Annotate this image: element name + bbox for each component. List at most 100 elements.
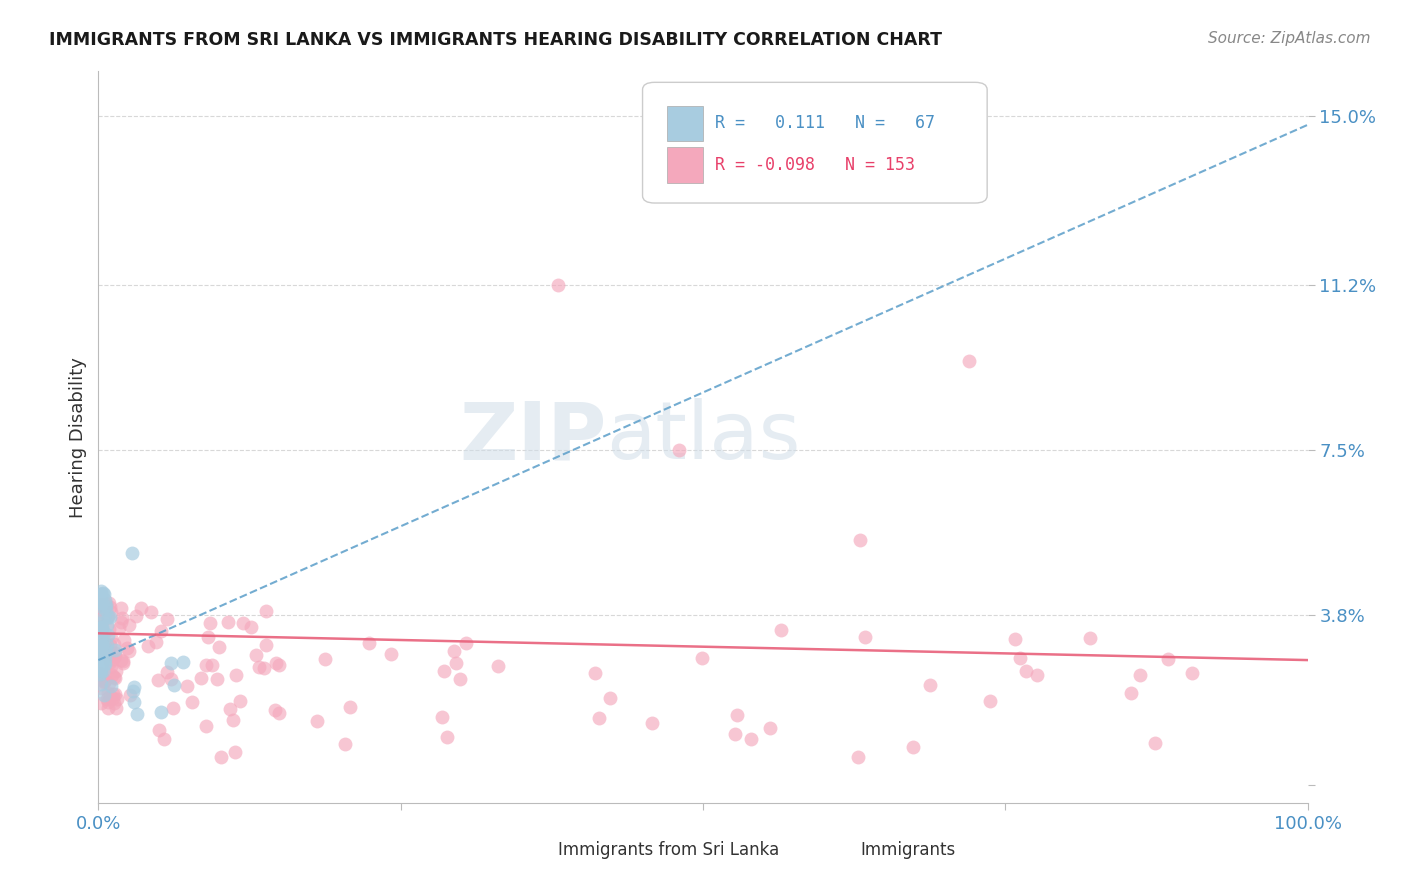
Point (100, 631, 122, 645)
Point (208, 640, 231, 655)
Point (104, 649, 127, 664)
Point (104, 671, 127, 685)
Point (245, 648, 267, 662)
Point (98, 638, 121, 652)
Point (93, 657, 115, 671)
Point (180, 695, 202, 709)
Point (146, 673, 169, 687)
Point (267, 706, 290, 720)
Point (89, 589, 111, 603)
Point (640, 716, 662, 731)
Point (446, 656, 468, 670)
Point (90, 587, 112, 601)
Point (100, 606, 122, 620)
Point (430, 709, 453, 723)
Point (599, 690, 621, 705)
Point (93, 688, 115, 702)
Point (436, 730, 458, 744)
Point (219, 702, 242, 716)
Point (111, 610, 134, 624)
Point (359, 636, 381, 650)
Point (91, 623, 114, 637)
Point (979, 694, 1001, 708)
Point (89, 619, 111, 633)
Point (98, 655, 121, 669)
Text: ZIP: ZIP (458, 398, 606, 476)
Point (96, 691, 118, 706)
Point (87, 624, 110, 639)
Point (89, 616, 111, 631)
FancyBboxPatch shape (643, 82, 987, 203)
Y-axis label: Hearing Disability: Hearing Disability (69, 357, 87, 517)
Text: R =   0.111   N =   67: R = 0.111 N = 67 (716, 114, 935, 132)
Point (89, 596, 111, 610)
Point (90, 595, 112, 609)
Point (136, 640, 159, 654)
Point (90, 696, 112, 710)
Point (194, 658, 217, 673)
Point (91, 632, 114, 647)
Point (443, 643, 465, 657)
Point (98, 609, 121, 624)
Point (152, 732, 174, 747)
Point (264, 656, 287, 670)
Point (90, 681, 112, 695)
Point (159, 672, 181, 686)
Point (93, 673, 115, 688)
Point (97, 695, 120, 709)
Point (100, 689, 122, 703)
Point (90, 657, 112, 671)
Point (253, 661, 276, 675)
Point (254, 604, 277, 618)
Point (1143, 735, 1166, 749)
Point (752, 176, 775, 190)
Point (89, 599, 111, 613)
Point (110, 600, 132, 615)
Point (97, 701, 120, 715)
Point (94, 593, 117, 607)
Point (89, 646, 111, 660)
Point (1078, 631, 1101, 645)
Point (108, 621, 131, 635)
Point (90, 640, 112, 654)
Point (89, 648, 111, 662)
Point (122, 695, 145, 709)
Point (90, 670, 112, 684)
Point (94, 599, 117, 614)
Point (1026, 667, 1049, 681)
Point (96, 618, 118, 632)
Point (91, 653, 114, 667)
Point (269, 658, 291, 673)
Point (150, 624, 173, 639)
Point (724, 727, 747, 741)
Point (105, 665, 128, 679)
Point (110, 615, 132, 629)
Point (145, 635, 167, 649)
Point (849, 533, 872, 547)
Point (93, 636, 115, 650)
Point (91, 630, 114, 644)
Bar (666, 147, 703, 183)
Point (89, 602, 111, 616)
Point (97, 609, 120, 624)
Point (87, 599, 110, 613)
Point (957, 354, 980, 368)
Point (87, 640, 110, 655)
Point (91, 614, 114, 628)
Point (98, 600, 121, 615)
Point (112, 633, 135, 648)
Point (91, 664, 114, 678)
Point (335, 737, 357, 751)
Point (91, 668, 114, 682)
Point (588, 711, 610, 725)
Point (104, 687, 127, 701)
Point (853, 630, 876, 644)
Point (150, 706, 173, 720)
Point (90, 620, 112, 634)
Text: Source: ZipAtlas.com: Source: ZipAtlas.com (1208, 31, 1371, 46)
Point (770, 624, 793, 638)
Point (94, 646, 117, 660)
Point (94, 598, 117, 612)
Point (690, 650, 713, 665)
Point (583, 665, 606, 680)
